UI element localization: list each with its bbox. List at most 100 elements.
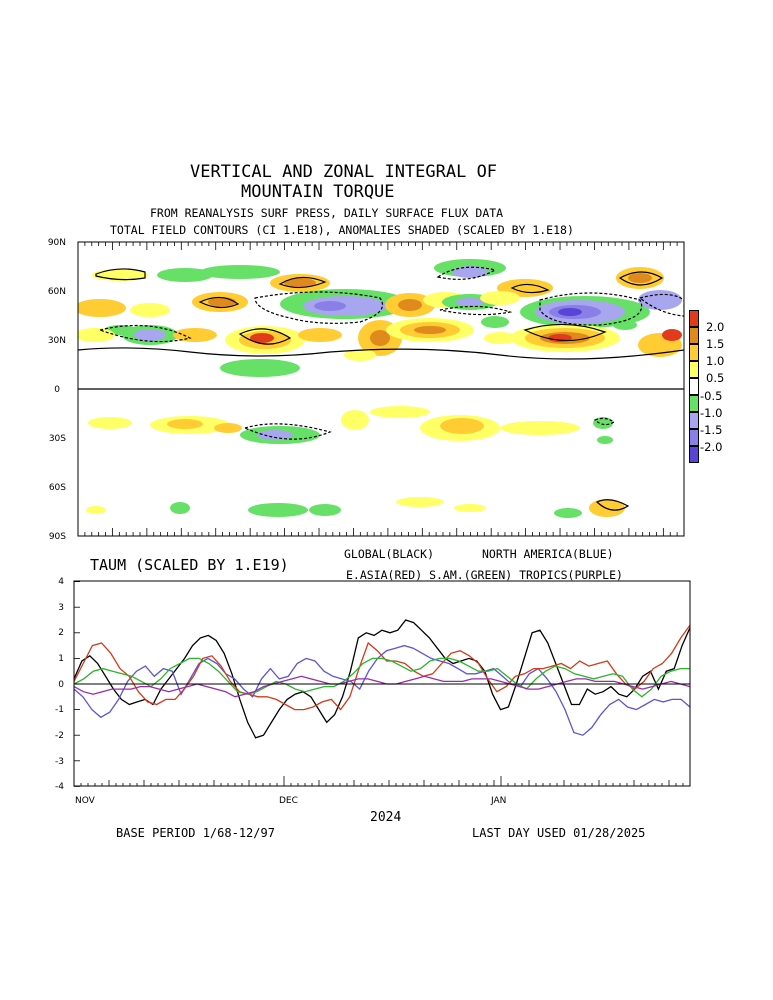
anomaly-shading — [200, 265, 280, 279]
anomaly-shading — [396, 497, 444, 507]
base-period-label: BASE PERIOD 1/68-12/97 — [116, 826, 275, 840]
lat-tick-90s: 90S — [49, 532, 66, 542]
anomaly-shading — [86, 506, 106, 514]
colorbar-label: -0.5 — [700, 389, 723, 403]
anomaly-shading — [593, 417, 613, 429]
colorbar-swatch-neg-2-0 — [689, 446, 699, 463]
month-label-nov: NOV — [75, 796, 96, 806]
anomaly-shading — [500, 421, 580, 435]
legend-global: GLOBAL(BLACK) — [344, 547, 435, 561]
series-line-e-asia-red — [73, 624, 691, 711]
colorbar-swatch-0-5 — [689, 361, 699, 378]
y-tick-label: 1 — [58, 654, 64, 664]
colorbar-label: -1.5 — [700, 423, 723, 437]
anomaly-shading — [298, 328, 342, 342]
colorbar-swatch-neg-1-0 — [689, 412, 699, 429]
anomaly-shading — [309, 504, 341, 516]
anomaly-shading — [414, 326, 446, 334]
last-day-used-label: LAST DAY USED 01/28/2025 — [472, 826, 646, 840]
colorbar-swatch-2-0 — [689, 310, 699, 327]
chart-title-line1: VERTICAL AND ZONAL INTEGRAL OF — [190, 162, 498, 182]
lat-tick-30s: 30S — [49, 434, 66, 444]
anomaly-shading — [157, 268, 213, 282]
year-label: 2024 — [370, 810, 402, 825]
series-line-global-black — [73, 619, 691, 739]
colorbar-swatch-1-0 — [689, 344, 699, 361]
colorbar-swatch-neg-1-5 — [689, 429, 699, 446]
anomaly-shading — [257, 430, 293, 440]
contour-line — [523, 323, 607, 342]
anomaly-shading — [78, 299, 126, 317]
anomaly-shading — [481, 316, 509, 328]
anomaly-shading — [341, 410, 369, 430]
colorbar-label: -2.0 — [700, 440, 723, 454]
anomaly-shading — [638, 290, 682, 310]
legend-regions: E.ASIA(RED) S.AM.(GREEN) TROPICS(PURPLE) — [346, 568, 623, 582]
anomaly-shading — [130, 303, 170, 317]
anomaly-shading — [220, 359, 300, 377]
anomaly-shading — [597, 436, 613, 444]
anomaly-shading — [484, 332, 516, 344]
legend-north-america: NORTH AMERICA(BLUE) — [482, 547, 614, 561]
chart-subtitle-line2: TOTAL FIELD CONTOURS (CI 1.E18), ANOMALI… — [110, 223, 574, 237]
lat-tick-0: 0 — [54, 385, 60, 395]
contour-line — [95, 268, 146, 281]
contour-line — [97, 324, 192, 343]
anomaly-shading — [167, 419, 203, 429]
series-line-north-america-blue — [73, 644, 691, 736]
anomaly-shading — [248, 503, 308, 517]
anomaly-shading — [456, 298, 484, 306]
anomaly-shading — [398, 299, 422, 311]
anomaly-shading — [78, 328, 115, 342]
anomaly-shading — [662, 329, 682, 341]
contour-line — [510, 283, 550, 294]
anomaly-shading — [344, 349, 376, 361]
contour-line — [254, 291, 384, 324]
anomaly-shading — [88, 417, 132, 429]
y-tick-label: -1 — [55, 705, 64, 715]
anomaly-shading — [250, 333, 274, 343]
y-tick-label: -3 — [55, 757, 64, 767]
anomaly-shading — [134, 329, 166, 341]
anomaly-shading — [613, 320, 637, 330]
lat-tick-90n: 90N — [48, 238, 66, 248]
anomaly-shading — [173, 328, 217, 342]
y-tick-label: 2 — [58, 628, 64, 638]
anomaly-shading — [314, 301, 346, 311]
y-tick-label: 4 — [58, 577, 64, 587]
contour-line — [78, 347, 684, 360]
series-line-s-am-green — [73, 657, 690, 698]
contour-line — [539, 292, 643, 326]
chart-subtitle-line1: FROM REANALYSIS SURF PRESS, DAILY SURFAC… — [150, 206, 504, 220]
anomaly-shading — [214, 423, 242, 433]
y-tick-label: -4 — [55, 782, 64, 792]
anomaly-shading — [370, 406, 430, 418]
series-line-tropics-purple — [73, 675, 691, 698]
lat-tick-60n: 60N — [48, 287, 66, 297]
anomaly-shading — [170, 502, 190, 514]
contour-line — [436, 266, 497, 280]
anomaly-shading — [452, 266, 488, 278]
anomaly-shading — [454, 504, 486, 512]
y-tick-label: -2 — [55, 731, 64, 741]
colorbar-swatch-neg-0-5 — [689, 395, 699, 412]
anomaly-shading — [558, 308, 582, 316]
colorbar-label: 1.0 — [706, 354, 725, 368]
taum-title: TAUM (SCALED BY 1.E19) — [90, 556, 289, 574]
anomaly-shading — [440, 418, 484, 434]
contour-line — [198, 296, 240, 309]
colorbar-swatch-white — [689, 378, 699, 395]
anomaly-shading — [628, 273, 652, 283]
y-tick-label: 0 — [58, 680, 64, 690]
contour-line — [439, 305, 513, 316]
contour-line — [278, 276, 327, 289]
taum-timeseries-chart: 4 3 2 1 0 -1 -2 -3 -4 NOV DEC JAN — [55, 577, 691, 806]
anomaly-shading — [284, 278, 316, 288]
colorbar-label: 1.5 — [706, 337, 725, 351]
colorbar-swatch-1-5 — [689, 327, 699, 344]
colorbar-label: 2.0 — [706, 320, 725, 334]
colorbar-label: 0.5 — [706, 371, 725, 385]
contour-line — [638, 293, 684, 317]
lat-tick-30n: 30N — [48, 336, 66, 346]
contour-line — [593, 417, 616, 426]
